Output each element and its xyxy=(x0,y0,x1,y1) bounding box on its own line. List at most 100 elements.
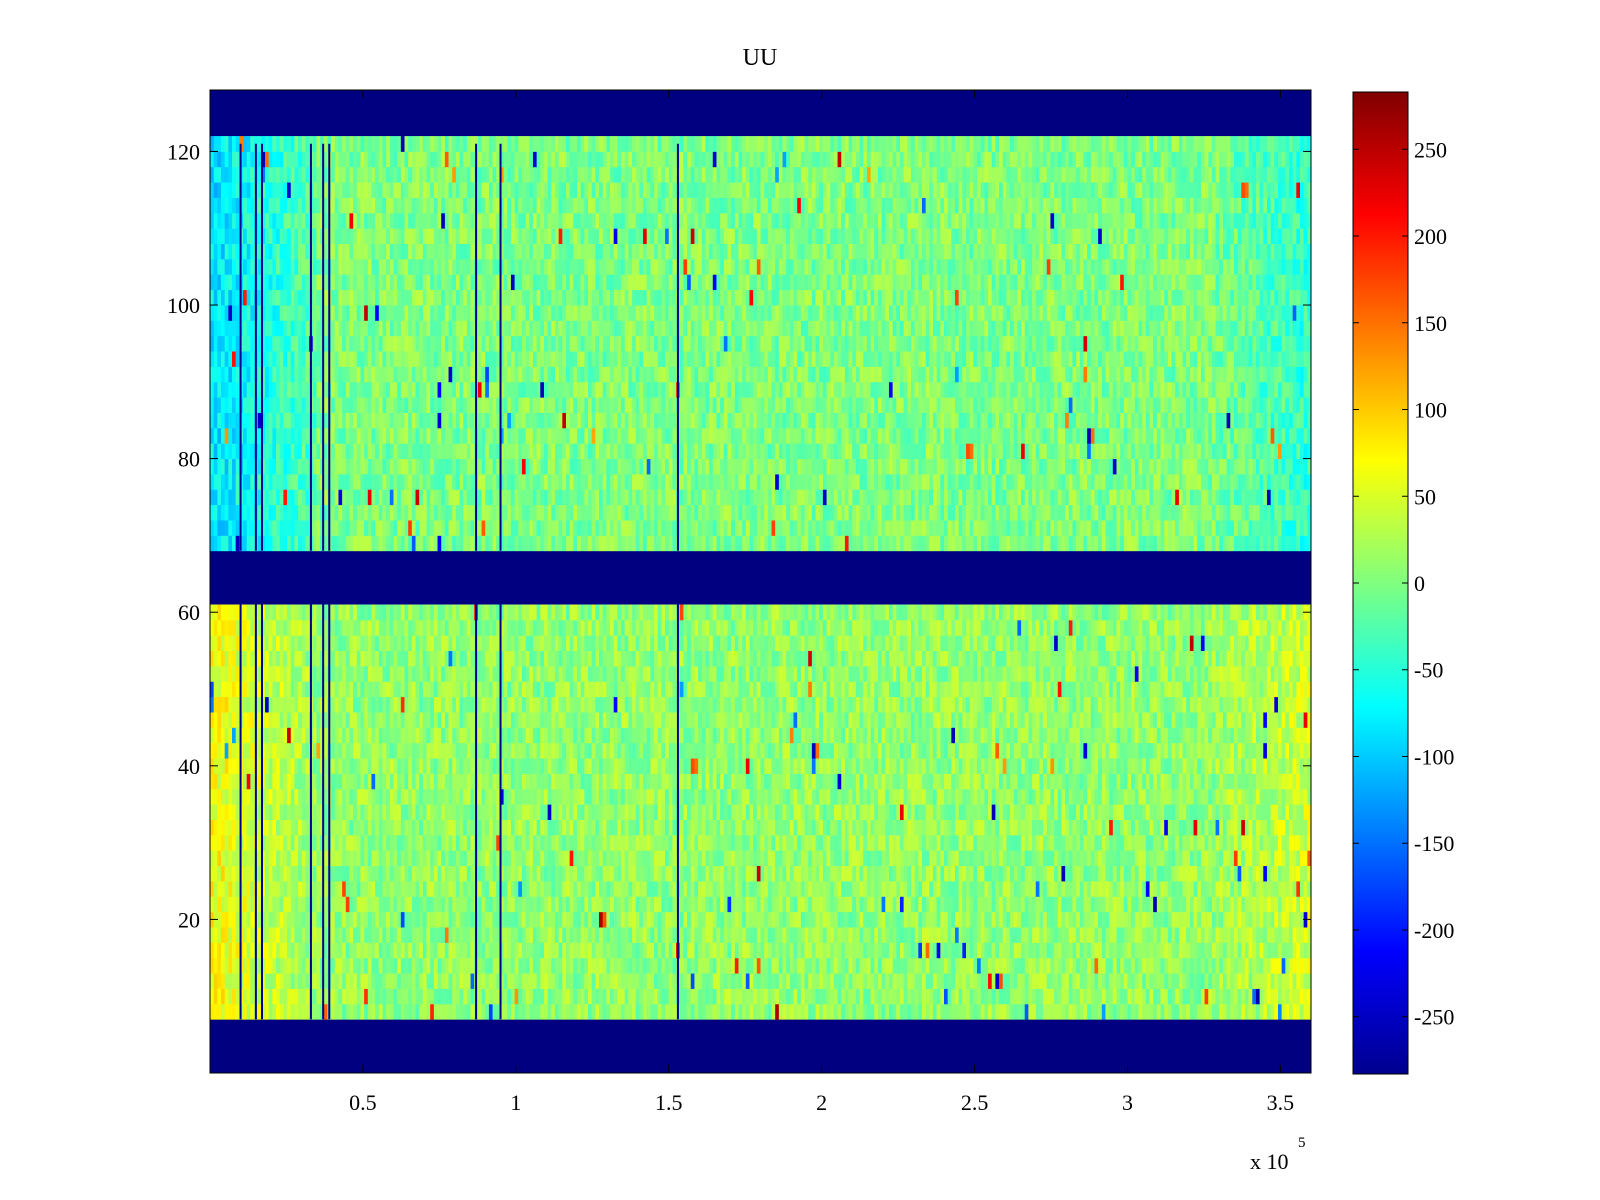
heatmap-cell xyxy=(863,773,868,790)
heatmap-cell xyxy=(1164,988,1169,1005)
heatmap-cell xyxy=(1274,819,1279,836)
heatmap-cell xyxy=(1043,911,1048,928)
heatmap-cell xyxy=(910,973,916,989)
heatmap-cell xyxy=(826,1003,831,1020)
heatmap-cell xyxy=(543,896,549,913)
heatmap-cell xyxy=(441,788,446,805)
heatmap-cell xyxy=(1208,942,1213,959)
heatmap-cell xyxy=(470,773,475,790)
heatmap-cell xyxy=(1142,911,1147,928)
heatmap-cell xyxy=(1050,804,1055,820)
heatmap-cell xyxy=(217,957,222,974)
heatmap-cell xyxy=(419,973,424,989)
heatmap-cell xyxy=(767,804,772,820)
heatmap-cell xyxy=(727,804,732,820)
heatmap-cell xyxy=(1255,865,1261,882)
heatmap-cell xyxy=(951,881,956,897)
heatmap-cell xyxy=(430,758,435,774)
heatmap-cell xyxy=(529,881,534,897)
heatmap-cell xyxy=(1109,819,1114,836)
heatmap-cell xyxy=(1138,973,1143,989)
heatmap-cell xyxy=(742,988,747,1005)
heatmap-cell xyxy=(1142,804,1147,820)
heatmap-cell xyxy=(1039,957,1044,974)
heatmap-cell xyxy=(283,927,288,943)
heatmap-cell xyxy=(1079,896,1084,913)
heatmap-cell xyxy=(1061,988,1066,1005)
heatmap-cell xyxy=(334,1003,339,1020)
heatmap-cell xyxy=(683,896,688,913)
heatmap-cell xyxy=(543,942,549,959)
heatmap-cell xyxy=(492,804,497,820)
heatmap-cell xyxy=(617,834,622,851)
heatmap-cell xyxy=(1054,927,1059,943)
heatmap-cell xyxy=(1208,819,1213,836)
heatmap-cell xyxy=(1101,988,1106,1005)
heatmap-cell xyxy=(892,834,897,851)
heatmap-cell xyxy=(789,988,794,1005)
heatmap-cell xyxy=(734,804,739,820)
heatmap-cell xyxy=(411,927,416,943)
heatmap-cell xyxy=(547,819,552,836)
heatmap-cell xyxy=(988,942,993,959)
heatmap-cell xyxy=(580,865,585,882)
heatmap-cell xyxy=(1230,1003,1235,1020)
heatmap-cell xyxy=(279,973,284,989)
heatmap-cell xyxy=(481,942,486,959)
heatmap-cell xyxy=(393,1003,398,1020)
heatmap-cell xyxy=(1208,988,1213,1005)
heatmap-cell xyxy=(874,881,879,897)
heatmap-cell xyxy=(863,911,868,928)
heatmap-cell xyxy=(1230,911,1235,928)
heatmap-cell xyxy=(488,758,493,774)
heatmap-cell xyxy=(613,927,618,943)
heatmap-cell xyxy=(1171,834,1176,851)
heatmap-cell xyxy=(221,788,226,805)
heatmap-cell xyxy=(551,850,556,867)
heatmap-cell xyxy=(430,973,435,989)
heatmap-cell xyxy=(459,834,464,851)
heatmap-cell xyxy=(1138,942,1143,959)
heatmap-cell xyxy=(415,865,420,882)
heatmap-cell xyxy=(1164,942,1169,959)
heatmap-cell xyxy=(1222,896,1227,913)
heatmap-cell xyxy=(1189,865,1194,882)
heatmap-cell xyxy=(1222,834,1227,851)
heatmap-cell xyxy=(353,865,358,882)
heatmap-cell xyxy=(1226,819,1231,836)
heatmap-cell xyxy=(1028,911,1033,928)
heatmap-cell xyxy=(731,988,736,1005)
heatmap-cell xyxy=(507,927,512,943)
heatmap-cell xyxy=(243,957,248,974)
heatmap-cell xyxy=(602,911,607,928)
heatmap-cell xyxy=(580,927,585,943)
heatmap-cell xyxy=(580,957,585,974)
heatmap-cell xyxy=(349,804,354,820)
heatmap-cell xyxy=(804,804,809,820)
heatmap-cell xyxy=(1299,819,1305,836)
heatmap-cell xyxy=(577,788,582,805)
heatmap-cell xyxy=(320,988,325,1005)
heatmap-cell xyxy=(1032,850,1037,867)
heatmap-cell xyxy=(639,850,644,867)
heatmap-cell xyxy=(1028,804,1033,820)
heatmap-cell xyxy=(503,1003,508,1020)
heatmap-cell xyxy=(316,865,321,882)
heatmap-cell xyxy=(580,850,585,867)
heatmap-cell xyxy=(492,819,497,836)
heatmap-cell xyxy=(929,865,934,882)
heatmap-cell xyxy=(789,911,794,928)
heatmap-cell xyxy=(1105,927,1110,943)
heatmap-cell xyxy=(492,911,497,928)
heatmap-cell xyxy=(466,1003,471,1020)
heatmap-cell xyxy=(518,927,523,943)
heatmap-cell xyxy=(257,927,262,943)
heatmap-cell xyxy=(393,788,398,805)
heatmap-cell xyxy=(459,865,464,882)
heatmap-cell xyxy=(643,927,648,943)
heatmap-cell xyxy=(698,927,703,943)
heatmap-cell xyxy=(268,927,273,943)
heatmap-cell xyxy=(536,804,541,820)
heatmap-cell xyxy=(617,927,622,943)
heatmap-cell xyxy=(734,881,739,897)
